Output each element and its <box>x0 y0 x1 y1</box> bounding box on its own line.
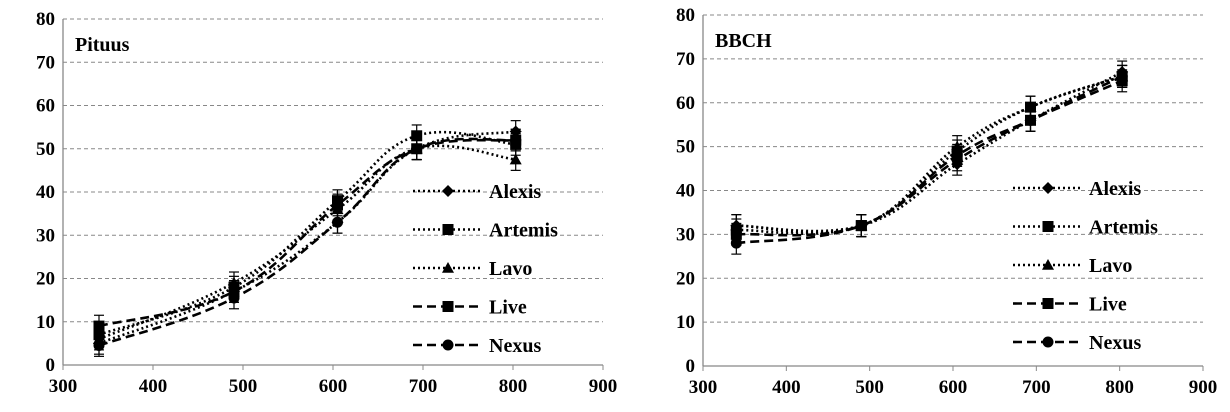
chart-title: Pituus <box>75 34 130 56</box>
y-tick-label: 60 <box>676 93 695 114</box>
legend-marker <box>442 185 454 197</box>
x-tick-label: 300 <box>49 376 78 397</box>
data-point <box>228 292 240 304</box>
legend-label: Artemis <box>1089 217 1158 239</box>
x-tick-label: 500 <box>855 377 884 398</box>
legend-label: Alexis <box>1089 178 1141 200</box>
y-tick-label: 10 <box>36 312 55 333</box>
series-line <box>98 130 516 336</box>
data-point <box>1024 101 1037 112</box>
y-tick-label: 30 <box>676 224 695 245</box>
data-point <box>730 219 743 231</box>
data-point <box>510 134 522 146</box>
y-tick-label: 30 <box>36 225 55 246</box>
data-point <box>332 216 343 228</box>
legend-label: Nexus <box>489 335 541 357</box>
data-point <box>332 199 343 211</box>
y-tick-label: 80 <box>36 9 55 30</box>
y-tick-label: 0 <box>46 355 56 376</box>
data-point <box>228 276 240 288</box>
y-tick-label: 10 <box>676 312 695 333</box>
chart-panel-1: 0 10 20 30 40 50 60 70 80 300 400 500 600 700 800 900 Pi… <box>36 9 617 397</box>
series-line <box>736 75 1123 234</box>
data-point <box>93 320 105 332</box>
y-tick-label: 0 <box>686 356 696 377</box>
y-tick-label: 40 <box>36 182 55 203</box>
x-tick-label: 700 <box>409 376 438 397</box>
legend-label: Live <box>1089 294 1127 316</box>
data-point <box>411 143 423 155</box>
data-point <box>509 153 522 165</box>
x-tick-label: 300 <box>689 377 718 398</box>
x-tick-label: 900 <box>589 376 618 397</box>
x-tick-label: 400 <box>772 377 801 398</box>
data-point <box>951 154 963 166</box>
legend-marker <box>1042 182 1054 194</box>
y-tick-label: 50 <box>36 139 55 160</box>
y-tick-label: 70 <box>36 52 55 73</box>
y-tick-label: 20 <box>36 269 55 290</box>
data-point <box>509 125 522 138</box>
legend-marker <box>442 339 454 351</box>
data-point <box>411 130 423 142</box>
y-tick-label: 60 <box>36 96 55 117</box>
x-tick-label: 800 <box>499 376 528 397</box>
legend-label: Live <box>489 297 527 319</box>
y-tick-label: 80 <box>676 5 695 26</box>
x-tick-label: 400 <box>139 376 168 397</box>
legend-marker <box>1042 259 1054 270</box>
x-tick-label: 800 <box>1105 377 1134 398</box>
y-tick-label: 50 <box>676 137 695 158</box>
y-tick-label: 20 <box>676 268 695 289</box>
series-line <box>736 75 1123 245</box>
data-point <box>855 220 867 232</box>
y-tick-label: 40 <box>676 181 695 202</box>
chart-title: BBCH <box>715 30 772 52</box>
data-point <box>951 140 964 152</box>
series-line <box>98 137 516 347</box>
x-tick-label: 700 <box>1022 377 1051 398</box>
legend-label: Lavo <box>489 258 532 280</box>
legend-marker <box>442 301 454 312</box>
chart-panel-2: 0 10 20 30 40 50 60 70 80 300 400 500 600 700 800 900 BB… <box>676 5 1217 398</box>
legend-marker <box>442 262 454 273</box>
legend-label: Nexus <box>1089 332 1141 354</box>
data-point <box>730 228 742 240</box>
legend-marker <box>442 224 454 235</box>
legend-label: Artemis <box>489 220 558 242</box>
x-tick-label: 600 <box>939 377 968 398</box>
data-point <box>93 340 105 352</box>
y-tick-label: 70 <box>676 49 695 70</box>
x-tick-label: 500 <box>229 376 258 397</box>
series-line <box>98 138 516 328</box>
legend-marker <box>1042 336 1054 348</box>
x-tick-label: 600 <box>319 376 348 397</box>
x-tick-label: 900 <box>1189 377 1218 398</box>
legend-label: Lavo <box>1089 255 1132 277</box>
data-point <box>1116 70 1128 82</box>
data-point <box>730 237 742 249</box>
data-point <box>1025 114 1036 126</box>
data-point <box>228 285 240 297</box>
legend-marker <box>1042 221 1054 232</box>
series-line <box>736 70 1123 233</box>
legend-marker <box>1042 298 1054 309</box>
legend-label: Alexis <box>489 181 541 203</box>
series-line <box>736 75 1123 236</box>
